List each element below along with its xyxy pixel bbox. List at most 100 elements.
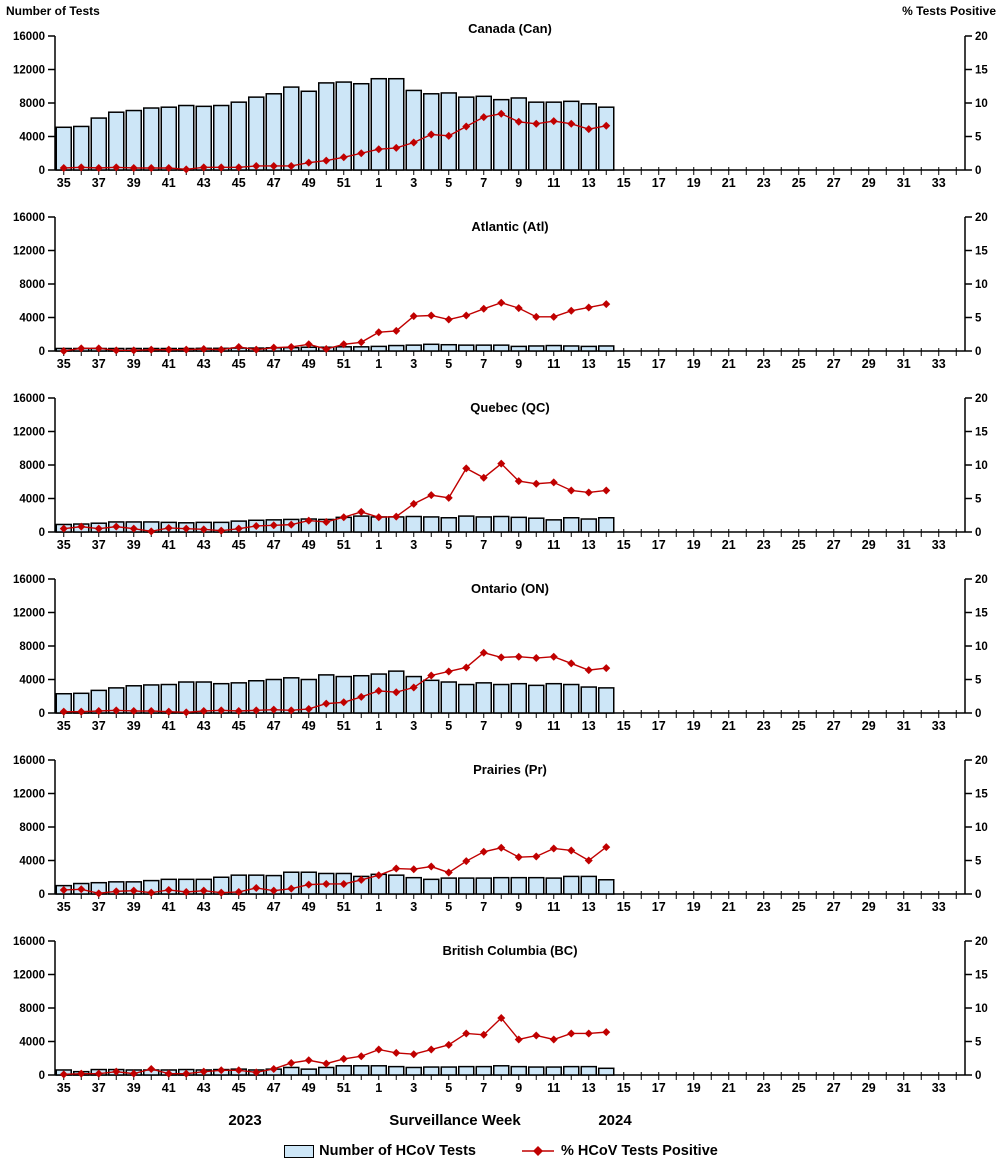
bar-week-5 xyxy=(440,1066,457,1076)
bar-week-2 xyxy=(388,874,405,895)
svg-text:33: 33 xyxy=(932,357,946,371)
diamond-marker-week-40 xyxy=(147,888,156,897)
bar-week-6 xyxy=(458,344,475,352)
year-label-2024: 2024 xyxy=(598,1112,632,1129)
x-axis: 35 37 39 41 43 45 47 49 51 1 3 5 7 9 11 13 15 17 19 21 23 25 2… xyxy=(57,348,957,371)
svg-text:51: 51 xyxy=(337,176,351,190)
svg-text:47: 47 xyxy=(267,538,281,552)
x-axis-label-row: 2023 Surveillance Week 2024 xyxy=(0,1110,1002,1136)
svg-text:27: 27 xyxy=(827,176,841,190)
bar-week-52 xyxy=(353,82,370,171)
svg-text:47: 47 xyxy=(267,357,281,371)
svg-text:37: 37 xyxy=(92,357,106,371)
svg-text:20: 20 xyxy=(975,212,988,224)
diamond-marker-week-10 xyxy=(532,654,541,663)
svg-text:33: 33 xyxy=(932,900,946,914)
svg-text:19: 19 xyxy=(687,176,701,190)
diamond-marker-week-49 xyxy=(304,1056,313,1065)
diamond-marker-week-9 xyxy=(514,1035,523,1044)
bar-week-12 xyxy=(563,875,580,895)
svg-text:21: 21 xyxy=(722,176,736,190)
svg-text:12000: 12000 xyxy=(13,246,45,258)
diamond-marker-week-12 xyxy=(567,659,576,668)
svg-text:31: 31 xyxy=(897,357,911,371)
svg-text:16000: 16000 xyxy=(13,755,45,767)
diamond-marker-week-2 xyxy=(392,1048,401,1057)
svg-text:5: 5 xyxy=(445,357,452,371)
diamond-marker-week-13 xyxy=(584,1029,593,1038)
svg-text:0: 0 xyxy=(39,708,45,720)
y-axis-left: 0 4000 8000 12000 16000 xyxy=(13,393,55,539)
diamond-marker-week-40 xyxy=(147,1064,156,1073)
svg-text:5: 5 xyxy=(975,856,982,868)
diamond-marker-week-40 xyxy=(147,163,156,172)
diamond-marker-week-12 xyxy=(567,846,576,855)
diamond-marker-week-39 xyxy=(129,706,138,715)
diamond-marker-week-10 xyxy=(532,1031,541,1040)
bar-week-1 xyxy=(370,1065,387,1076)
diamond-marker-week-3 xyxy=(409,683,418,692)
svg-text:1: 1 xyxy=(375,900,382,914)
diamond-marker-week-46 xyxy=(252,521,261,530)
svg-text:21: 21 xyxy=(722,357,736,371)
svg-text:11: 11 xyxy=(547,357,560,371)
bar-week-10 xyxy=(528,345,545,352)
diamond-marker-week-40 xyxy=(147,345,156,354)
diamond-marker-week-3 xyxy=(409,1050,418,1059)
diamond-marker-week-48 xyxy=(287,1058,296,1067)
y-axis-right: 0 5 10 15 20 xyxy=(965,393,988,539)
diamond-marker-week-6 xyxy=(462,464,471,473)
svg-text:15: 15 xyxy=(975,789,988,801)
bar-week-50 xyxy=(318,1066,335,1076)
bars-series xyxy=(55,77,615,171)
diamond-marker-week-51 xyxy=(339,698,348,707)
diamond-marker-week-35 xyxy=(59,524,68,533)
svg-text:8000: 8000 xyxy=(19,641,45,653)
diamond-marker-week-1 xyxy=(374,686,383,695)
bar-week-41 xyxy=(160,106,177,171)
diamond-marker-week-14 xyxy=(602,664,611,673)
diamond-marker-week-13 xyxy=(584,303,593,312)
svg-text:21: 21 xyxy=(722,719,736,733)
svg-text:13: 13 xyxy=(582,538,596,552)
bar-week-39 xyxy=(125,109,142,171)
panel-title: Atlantic (Atl) xyxy=(471,219,548,234)
svg-text:43: 43 xyxy=(197,1081,211,1095)
axes xyxy=(54,941,966,1076)
svg-text:23: 23 xyxy=(757,538,771,552)
bar-week-3 xyxy=(405,515,422,533)
diamond-marker-week-50 xyxy=(322,156,331,165)
diamond-marker-week-52 xyxy=(357,1052,366,1061)
diamond-marker-week-51 xyxy=(339,340,348,349)
bars-series xyxy=(55,1065,615,1076)
bar-week-11 xyxy=(545,344,562,352)
svg-text:39: 39 xyxy=(127,1081,141,1095)
svg-text:45: 45 xyxy=(232,176,246,190)
diamond-marker-week-44 xyxy=(217,526,226,535)
bar-week-7 xyxy=(475,1065,492,1076)
svg-text:25: 25 xyxy=(792,719,806,733)
svg-text:43: 43 xyxy=(197,900,211,914)
diamond-marker-week-45 xyxy=(234,163,243,172)
svg-text:39: 39 xyxy=(127,900,141,914)
svg-text:3: 3 xyxy=(410,357,417,371)
bar-week-7 xyxy=(475,682,492,714)
bar-week-10 xyxy=(528,101,545,171)
svg-text:15: 15 xyxy=(617,719,631,733)
bar-week-37 xyxy=(90,117,107,171)
diamond-marker-week-38 xyxy=(112,887,121,896)
svg-text:9: 9 xyxy=(515,538,522,552)
diamond-marker-week-2 xyxy=(392,326,401,335)
svg-text:27: 27 xyxy=(827,357,841,371)
svg-text:35: 35 xyxy=(57,176,71,190)
svg-text:13: 13 xyxy=(582,357,596,371)
diamond-marker-week-3 xyxy=(409,138,418,147)
bar-week-6 xyxy=(458,877,475,895)
bar-week-10 xyxy=(528,1066,545,1076)
diamond-marker-week-5 xyxy=(444,868,453,877)
svg-text:0: 0 xyxy=(39,1070,45,1082)
diamond-marker-week-13 xyxy=(584,125,593,134)
panels: 0 4000 8000 12000 16000 0 5 10 15 20 35 37 39 41 43 45 4… xyxy=(0,24,1002,1110)
svg-text:15: 15 xyxy=(617,357,631,371)
